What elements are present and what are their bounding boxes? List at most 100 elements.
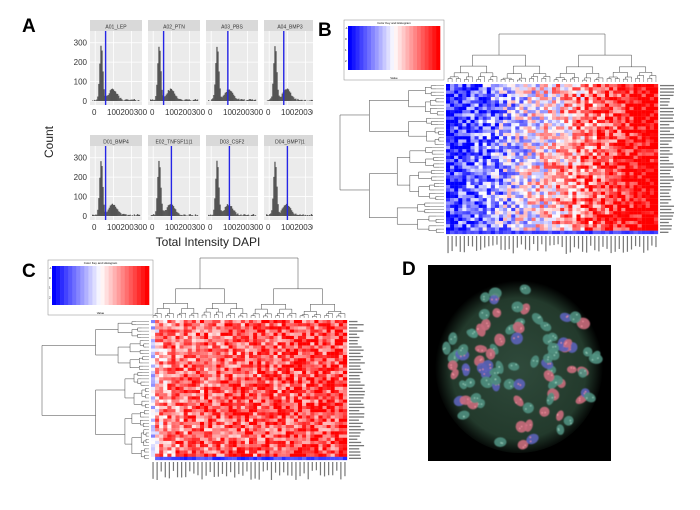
heatmap-cell [535,204,540,209]
heatmap-cells [446,84,659,235]
heatmap-cell [507,155,512,160]
row-label-mark [660,124,670,126]
heatmap-cell [613,87,618,91]
heatmap-cell [289,323,295,327]
histogram-bar [175,209,177,216]
histogram-bar [310,214,313,216]
heatmap-cell [167,355,172,359]
heatmap-cell [617,178,622,182]
heatmap-cell [458,217,463,222]
heatmap-cell [552,126,557,130]
heatmap-cell [515,155,520,160]
heatmap-cell [446,181,451,186]
heatmap-cell [253,390,258,394]
heatmap-cell [228,358,233,362]
heatmap-cell [482,87,487,91]
heatmap-cell [249,351,254,356]
heatmap-cell [314,405,319,410]
heatmap-cell [653,126,659,130]
heatmap-cell [547,194,553,199]
heatmap-cell [228,377,233,381]
heatmap-cell [584,106,589,111]
heatmap-cell [515,126,520,130]
heatmap-cell [629,155,634,160]
heatmap-cell [494,220,500,225]
heatmap-cell [596,165,602,169]
histogram-bar [162,210,164,216]
heatmap-cell [314,345,319,349]
heatmap-cell [310,364,315,368]
heatmap-cell [159,332,164,337]
heatmap-cell [588,211,593,215]
heatmap-cell [187,342,192,346]
heatmap-cell [490,227,496,231]
heatmap-cell [617,126,622,130]
heatmap-cell [228,399,233,403]
heatmap-cell [584,159,589,163]
heatmap-cell [216,320,221,324]
heatmap-cell [257,383,262,387]
heatmap-cell [216,396,221,400]
heatmap-cell [490,119,496,124]
heatmap-cell [568,214,573,218]
heatmap-cell [261,396,266,400]
heatmap-cell [322,380,327,384]
heatmap-cell [183,335,188,340]
heatmap-cell [515,142,520,147]
heatmap-cell [212,386,217,391]
heatmap-cell [220,364,225,368]
heatmap-cell [572,142,577,147]
heatmap-cell [298,335,303,340]
heatmap-cell [338,380,344,384]
heatmap-cell [155,390,160,394]
heatmap-cell [584,103,589,107]
heatmap-cell [462,116,467,121]
histogram-bar [127,99,129,101]
heatmap-cell [535,97,540,101]
heatmap-cell [515,139,520,143]
heatmap-cell [576,142,581,147]
heatmap-cell [519,204,524,209]
heatmap-cell [240,393,246,397]
heatmap-cell [613,230,618,235]
heatmap-cell [576,132,581,137]
heatmap-cell [163,348,168,352]
heatmap-cell [478,220,483,225]
heatmap-cell [584,227,589,231]
heatmap-cell [204,367,209,372]
heatmap-cell [543,97,549,101]
heatmap-cell [450,84,455,88]
heatmap-cell [314,364,319,368]
heatmap-cell [486,142,491,147]
heatmap-cell [330,415,335,419]
heatmap-cell [572,116,577,121]
heatmap-cell [596,211,602,215]
heatmap-cell [580,110,585,114]
heatmap-cell [175,361,180,365]
heatmap-cell [195,367,201,372]
heatmap-cell [342,415,348,419]
heatmap-cell [470,136,475,140]
heatmap-cell [183,358,188,362]
heatmap-cell [228,374,233,378]
heatmap-cell [564,172,569,176]
heatmap-cell [171,396,176,400]
heatmap-cell [499,224,504,228]
heatmap-cell [568,113,573,117]
heatmap-cell [653,145,659,150]
heatmap-cell [552,90,557,94]
heatmap-cell [175,386,180,391]
heatmap-cell [588,87,593,91]
column-label-mark [480,236,482,250]
heatmap-cell [446,230,451,235]
heatmap-cell [535,90,540,94]
heatmap-cell [261,329,266,333]
column-label-mark [537,236,539,251]
heatmap-cell [253,399,258,403]
heatmap-cell [613,129,618,134]
heatmap-cell [519,103,524,107]
histogram-bar [112,204,115,216]
heatmap-cell [302,418,307,422]
heatmap-cell [318,377,323,381]
heatmap-cell [450,201,455,205]
